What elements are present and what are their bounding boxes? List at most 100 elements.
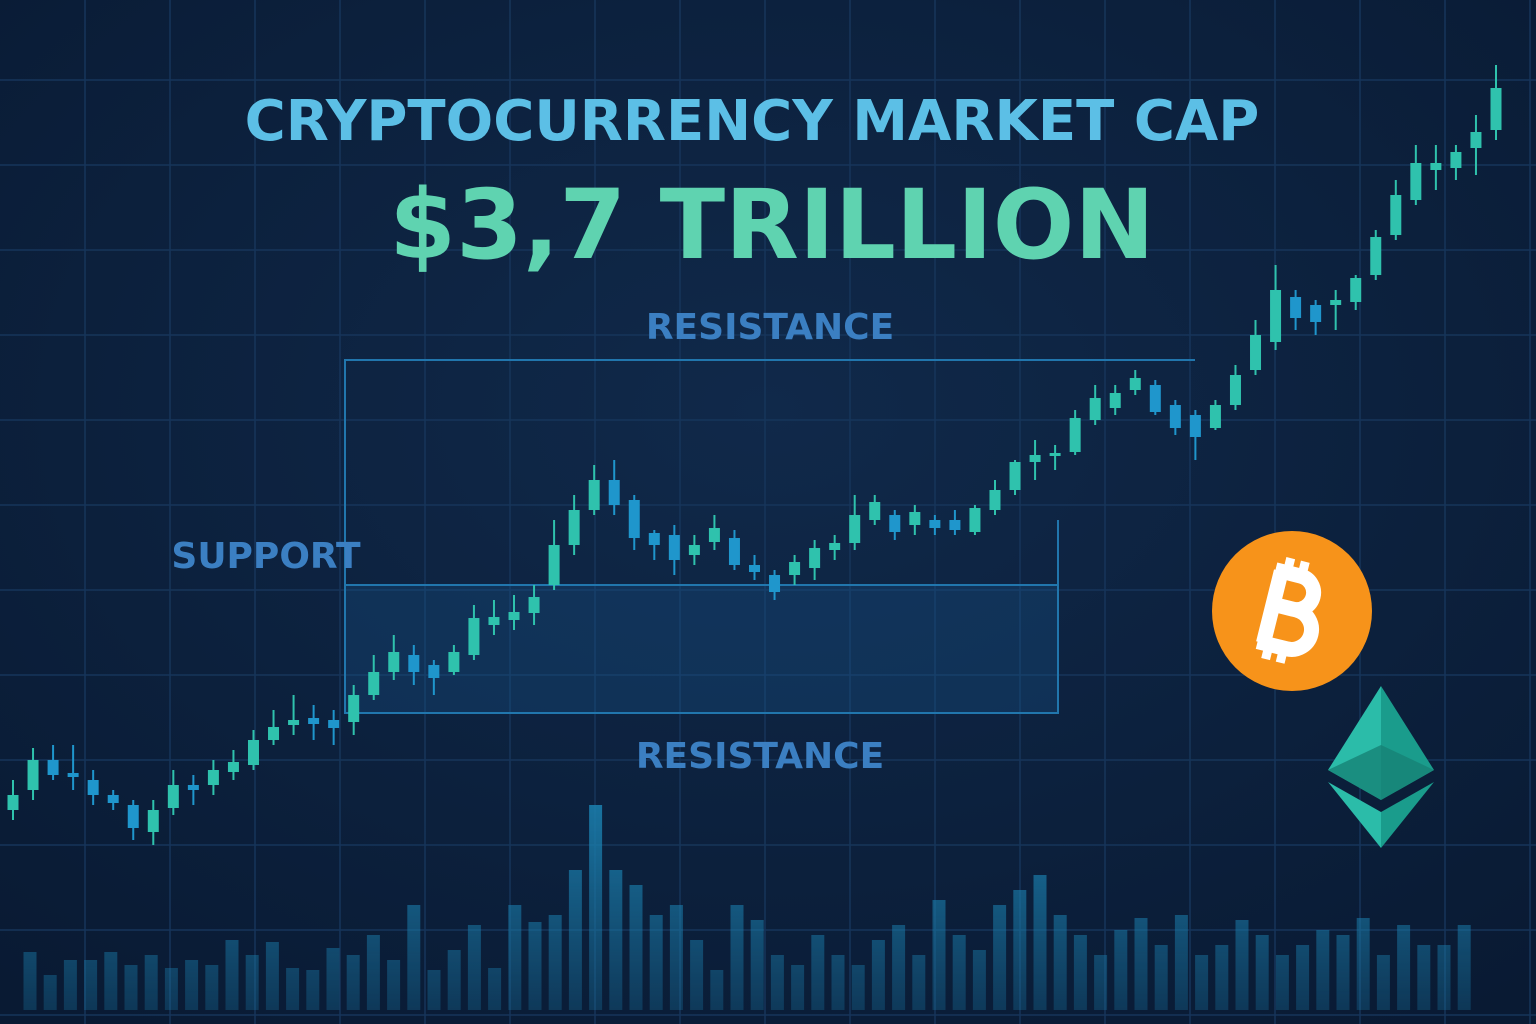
candle-body xyxy=(468,618,480,655)
candle-body xyxy=(1049,453,1061,456)
candle-body xyxy=(608,480,620,505)
candle-body xyxy=(7,795,19,810)
support-zone xyxy=(344,584,1059,714)
volume-bar xyxy=(1275,955,1289,1010)
candle-body xyxy=(508,612,520,620)
volume-bar xyxy=(1316,930,1330,1010)
candle-body xyxy=(789,562,801,575)
volume-bar xyxy=(1457,925,1471,1010)
volume-bar xyxy=(185,960,199,1010)
volume-bar xyxy=(1174,915,1188,1010)
volume-bar xyxy=(164,968,178,1010)
candle-body xyxy=(1029,455,1041,462)
volume-bar xyxy=(326,948,340,1010)
volume-bar xyxy=(1437,945,1451,1010)
candle-body xyxy=(1229,375,1241,405)
candle-body xyxy=(1470,132,1482,148)
candle-body xyxy=(869,502,881,520)
candle-body xyxy=(408,655,420,672)
candle-body xyxy=(448,652,460,672)
candle-body xyxy=(227,762,239,772)
volume-bar xyxy=(1154,945,1168,1010)
volume-bar xyxy=(912,955,926,1010)
candle-body xyxy=(87,780,99,795)
candle-body xyxy=(207,770,219,785)
candles xyxy=(7,65,1502,845)
candle-body xyxy=(668,535,680,560)
candle-body xyxy=(548,545,560,585)
volume-bar xyxy=(1376,955,1390,1010)
candle-body xyxy=(588,480,600,510)
volume-bar xyxy=(710,970,724,1010)
volume-bar xyxy=(770,955,784,1010)
candle-body xyxy=(1109,393,1121,408)
volume-bar xyxy=(265,942,279,1010)
candle-body xyxy=(849,515,861,543)
candle-body xyxy=(67,773,79,777)
volume-bar xyxy=(1397,925,1411,1010)
volume-bar xyxy=(892,925,906,1010)
candle-body xyxy=(1149,385,1161,412)
candle-body xyxy=(428,665,440,678)
volume-bar xyxy=(811,935,825,1010)
volume-bar xyxy=(63,960,77,1010)
volume-bar xyxy=(609,870,623,1010)
subtitle: $3,7 TRILLION xyxy=(389,169,1154,281)
resistance-line xyxy=(344,359,1195,585)
volume-bar xyxy=(447,950,461,1010)
volume-bar xyxy=(568,870,582,1010)
volume-bar xyxy=(972,950,986,1010)
volume-bar xyxy=(730,905,744,1010)
volume-bar xyxy=(144,955,158,1010)
candle-body xyxy=(348,695,360,722)
volume-bar xyxy=(387,960,401,1010)
volume-bar xyxy=(346,955,360,1010)
volume-bar xyxy=(831,955,845,1010)
volume-bar xyxy=(1215,945,1229,1010)
candle-body xyxy=(247,740,259,765)
candle-body xyxy=(1370,237,1382,275)
volume-bar xyxy=(23,952,37,1010)
candle-body xyxy=(829,543,841,550)
candle-body xyxy=(809,548,821,568)
volume-bar xyxy=(84,960,98,1010)
volume-bar xyxy=(407,905,421,1010)
volume-bar xyxy=(1114,930,1128,1010)
volume-bar xyxy=(690,940,704,1010)
candle-body xyxy=(288,720,300,725)
candle-body xyxy=(27,760,39,790)
candle-body xyxy=(1350,278,1362,302)
volume-bar xyxy=(1235,920,1249,1010)
volume-bar xyxy=(366,935,380,1010)
volume-bar xyxy=(286,968,300,1010)
volume-bar xyxy=(104,952,118,1010)
volume-bar xyxy=(1094,955,1108,1010)
bitcoin-icon xyxy=(1212,531,1372,691)
candle-body xyxy=(1330,300,1342,305)
candle-body xyxy=(167,785,179,808)
volume-bar xyxy=(548,915,562,1010)
candle-body xyxy=(328,720,340,728)
candle-body xyxy=(1390,195,1402,235)
candle-body xyxy=(769,575,781,592)
candle-body xyxy=(648,533,660,545)
volume-bar xyxy=(124,965,138,1010)
candle-body xyxy=(688,545,700,555)
annotation: RESISTANCE xyxy=(636,736,884,777)
ethereum-icon xyxy=(1328,686,1434,848)
candle-body xyxy=(107,795,119,803)
candle-body xyxy=(1270,290,1282,342)
candle-body xyxy=(187,785,199,790)
volume-bar xyxy=(649,915,663,1010)
candle-body xyxy=(929,520,941,528)
candle-body xyxy=(1290,297,1302,318)
candle-body xyxy=(728,538,740,565)
candle-body xyxy=(1430,163,1442,170)
candle-body xyxy=(1009,462,1021,490)
volume-bar xyxy=(467,925,481,1010)
candle-body xyxy=(1089,398,1101,420)
annotation: RESISTANCE xyxy=(646,307,894,348)
volume-bar xyxy=(528,922,542,1010)
